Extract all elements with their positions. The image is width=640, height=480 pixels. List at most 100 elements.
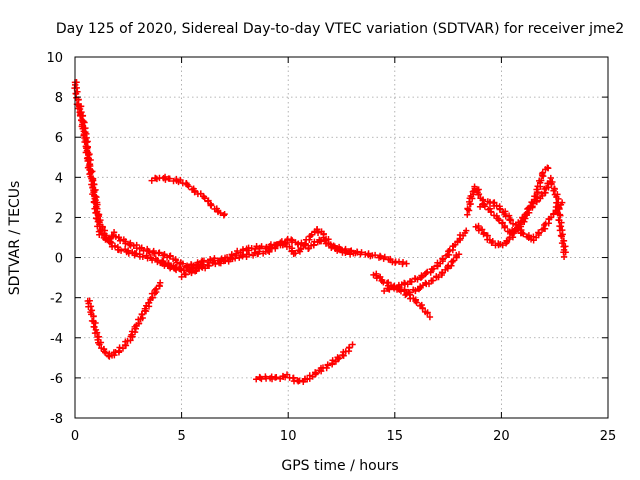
series-arc-afternoon-rise (380, 227, 470, 295)
data-point-marker (439, 256, 447, 263)
data-point-marker (463, 227, 470, 234)
data-point-marker (558, 233, 565, 240)
x-tick-label: 15 (387, 429, 404, 444)
x-tick-label: 10 (280, 429, 297, 444)
data-point-marker (429, 277, 437, 284)
series-arc-midday-band-2 (178, 235, 357, 281)
data-point-marker (179, 260, 187, 267)
data-point-marker (81, 132, 88, 140)
data-point-marker (201, 195, 208, 202)
data-point-marker (90, 180, 98, 188)
data-point-marker (533, 186, 540, 193)
data-point-marker (220, 212, 228, 219)
data-point-marker (92, 319, 99, 327)
data-point-marker (191, 187, 198, 195)
data-point-marker (328, 244, 335, 252)
data-point-marker (346, 344, 353, 352)
data-point-marker (245, 251, 253, 258)
data-point-marker (278, 238, 286, 245)
data-point-marker (481, 201, 488, 208)
data-point-marker (116, 344, 123, 351)
data-point-marker (185, 183, 192, 190)
data-point-marker (475, 190, 483, 198)
data-point-marker (335, 246, 342, 253)
plot-frame (74, 56, 609, 419)
x-tick-label: 0 (71, 429, 79, 444)
data-point-marker (198, 263, 205, 271)
data-point-marker (190, 262, 197, 269)
x-axis-title: GPS time / hours (281, 458, 398, 474)
data-point-marker (296, 377, 303, 384)
data-point-marker (156, 279, 164, 286)
data-point-marker (289, 237, 296, 244)
data-point-marker (91, 329, 99, 337)
y-tick-label: -4 (50, 332, 63, 347)
data-point-marker (418, 273, 426, 281)
data-point-marker (297, 245, 305, 253)
data-point-marker (205, 262, 213, 270)
data-point-marker (102, 349, 109, 356)
data-point-marker (317, 238, 325, 245)
x-tick-label: 20 (493, 429, 510, 444)
data-point-marker (182, 271, 189, 278)
x-tick-label: 25 (600, 429, 617, 444)
data-point-marker (478, 226, 486, 233)
data-point-marker (306, 372, 313, 379)
data-point-marker (555, 195, 562, 203)
data-point-marker (256, 248, 263, 255)
data-point-marker (399, 258, 407, 266)
data-point-marker (349, 341, 356, 348)
series-arc-negative-dip (84, 279, 164, 360)
data-point-marker (520, 230, 527, 238)
data-point-marker (138, 311, 146, 318)
data-point-marker (560, 253, 568, 261)
data-point-marker (273, 373, 280, 381)
y-tick-label: 0 (55, 252, 63, 267)
axis-ticks (74, 56, 609, 419)
data-point-marker (562, 249, 569, 256)
data-point-marker (188, 269, 195, 276)
data-point-marker (464, 211, 471, 218)
data-point-marker (562, 243, 569, 250)
data-point-marker (422, 279, 429, 287)
data-point-marker (558, 239, 566, 247)
data-point-marker (89, 168, 96, 175)
data-point-marker (419, 304, 426, 312)
y-tick-label: 2 (55, 211, 63, 226)
data-point-marker (139, 253, 147, 261)
data-point-marker (412, 287, 419, 294)
data-point-marker (144, 255, 151, 262)
data-point-marker (475, 227, 483, 234)
data-point-marker (488, 239, 495, 247)
data-point-marker (346, 251, 354, 258)
data-point-marker (172, 266, 180, 274)
y-tick-label: 8 (55, 91, 63, 106)
data-point-marker (538, 190, 545, 198)
data-point-marker (83, 138, 90, 146)
data-point-marker (386, 286, 393, 293)
data-point-marker (208, 201, 215, 209)
data-point-marker (234, 247, 241, 255)
data-point-marker (145, 299, 152, 307)
data-point-marker (557, 212, 564, 219)
data-point-marker (495, 217, 503, 224)
data-point-marker (221, 257, 229, 264)
data-point-marker (125, 250, 133, 257)
data-point-marker (294, 241, 301, 248)
data-point-marker (161, 262, 168, 269)
data-point-marker (311, 369, 319, 376)
data-point-marker (548, 180, 555, 188)
data-point-marker (342, 249, 349, 257)
data-point-marker (507, 216, 515, 224)
data-point-marker (487, 208, 495, 215)
data-point-marker (501, 224, 509, 231)
data-point-marker (518, 229, 526, 237)
data-point-marker (400, 279, 408, 287)
data-point-marker (312, 370, 320, 377)
data-point-marker (96, 219, 103, 226)
series-arc-evening-hump-3 (476, 198, 566, 244)
data-point-marker (166, 175, 173, 182)
data-point-marker (413, 299, 420, 306)
data-point-marker (335, 355, 343, 362)
